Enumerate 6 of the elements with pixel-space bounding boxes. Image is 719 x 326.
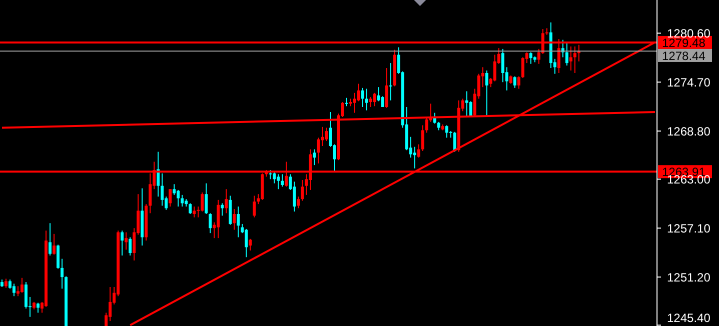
y-tick-label: 1245.40	[667, 311, 711, 326]
y-tick-label: 1268.80	[667, 124, 711, 138]
ref-line-label: 1278.44	[662, 48, 706, 63]
y-tick-label: 1251.20	[667, 270, 711, 284]
y-tick-label: 1257.10	[667, 221, 711, 236]
y-tick-label: 1274.70	[667, 75, 711, 90]
